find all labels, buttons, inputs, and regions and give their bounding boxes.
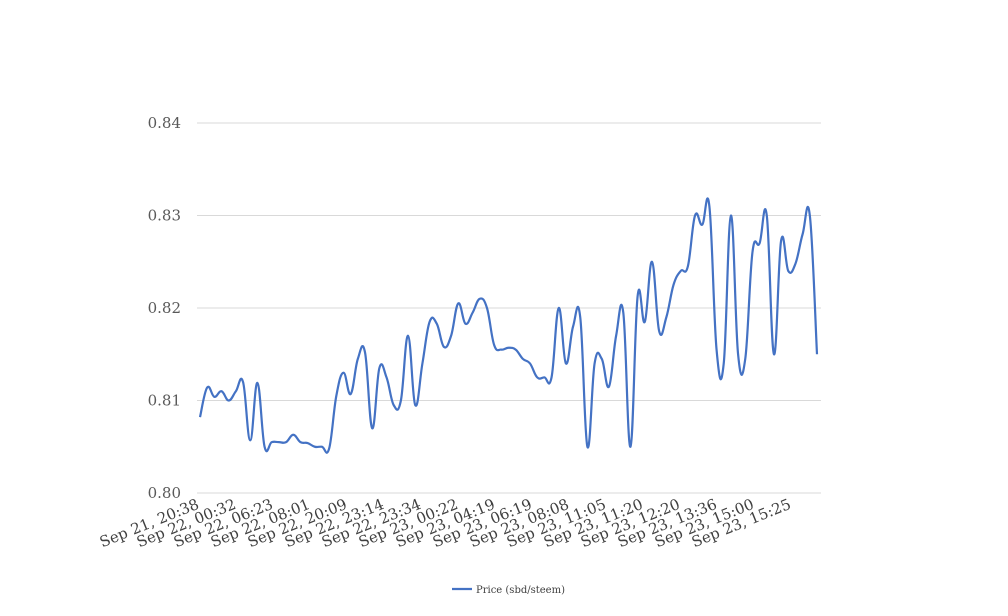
y-tick-label: 0.83: [148, 207, 181, 225]
y-tick-label: 0.81: [148, 392, 181, 410]
y-axis-ticks: 0.80 0.81 0.82 0.83 0.84: [148, 114, 181, 502]
series-layer: [198, 197, 819, 454]
legend: Price (sbd/steem): [452, 585, 565, 596]
gridlines: [197, 122, 821, 494]
y-tick-label: 0.84: [148, 114, 181, 132]
legend-label-price: Price (sbd/steem): [476, 585, 565, 596]
y-tick-label: 0.80: [148, 484, 181, 502]
series-line-price: [198, 197, 819, 454]
y-tick-label: 0.82: [148, 299, 181, 317]
